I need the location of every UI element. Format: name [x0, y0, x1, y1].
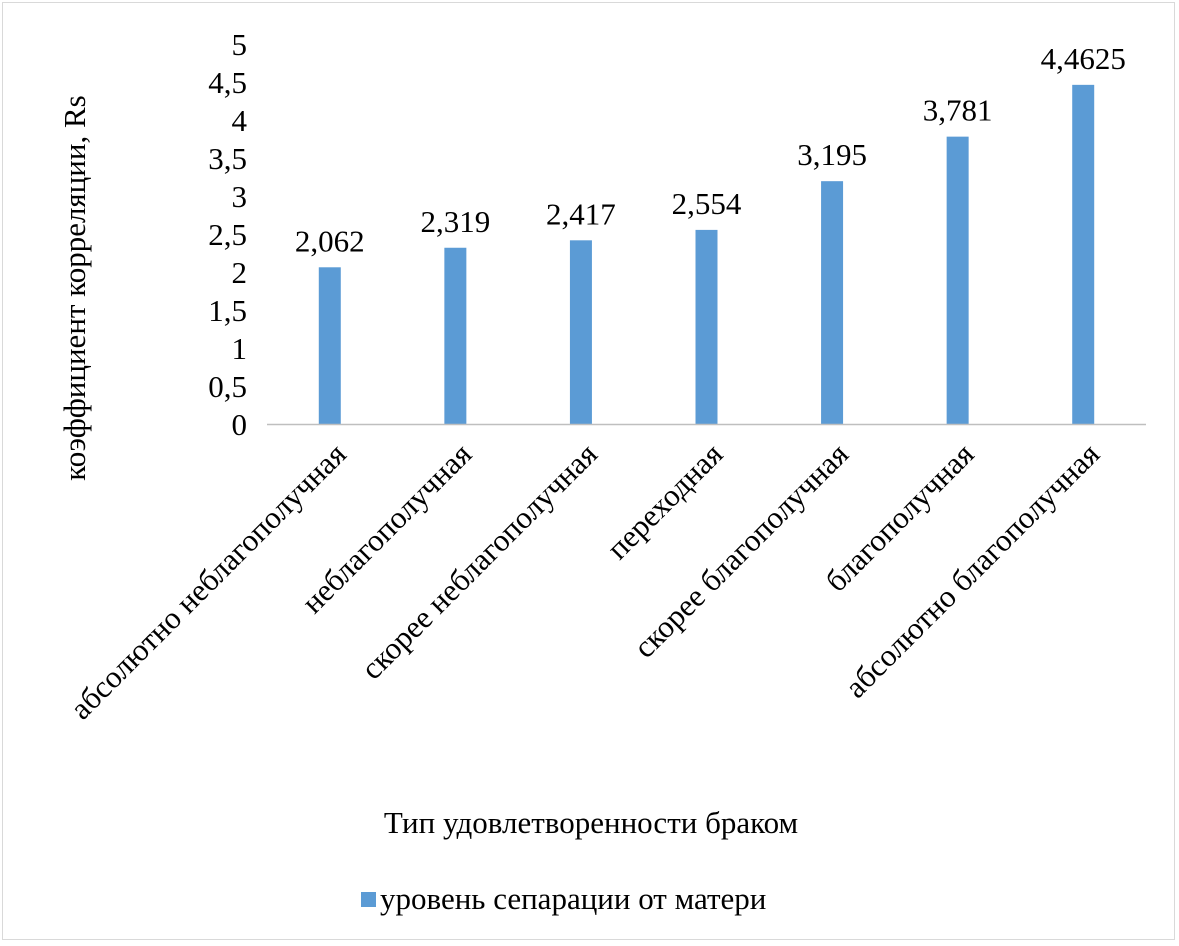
- x-category-label: скорее благополучная: [627, 436, 855, 664]
- x-category-label: переходная: [600, 436, 730, 566]
- y-tick-label: 1,5: [208, 293, 247, 328]
- y-tick-label: 3,5: [208, 141, 247, 176]
- data-labels: 2,062 2,319 2,417 2,554 3,195 3,781 4,4625: [295, 41, 1126, 258]
- y-axis-title: коэффициент корреляции, Rs: [57, 95, 92, 480]
- y-tick-label: 2,5: [208, 217, 247, 252]
- y-tick-label: 2: [232, 255, 248, 290]
- y-tick-label: 0: [232, 407, 248, 442]
- data-label: 2,062: [295, 223, 365, 258]
- legend-swatch: [361, 892, 376, 907]
- data-label: 2,554: [672, 186, 742, 221]
- y-tick-label: 1: [232, 331, 248, 366]
- y-tick-label: 4: [232, 103, 248, 138]
- x-category-label: абсолютно благополучная: [838, 436, 1106, 704]
- bar: [569, 240, 592, 424]
- data-label: 2,319: [420, 204, 490, 239]
- x-axis-title: Тип удовлетворенности браком: [384, 805, 798, 840]
- legend-label: уровень сепарации от матери: [380, 881, 766, 916]
- bar: [946, 136, 969, 425]
- bar: [821, 181, 844, 424]
- bar: [695, 229, 718, 424]
- data-label: 3,195: [797, 137, 867, 172]
- y-tick-label: 4,5: [208, 65, 247, 100]
- x-category-label: скорее неблагополучная: [354, 436, 604, 686]
- bar: [444, 247, 467, 424]
- data-label: 3,781: [923, 93, 993, 128]
- data-label: 4,4625: [1041, 41, 1126, 76]
- data-label: 2,417: [546, 196, 616, 231]
- bar-chart: 00,511,522,533,544,55 2,062 2,319 2,417 2,5…: [57, 27, 1146, 916]
- bars: [318, 84, 1095, 425]
- y-axis-ticks: 00,511,522,533,544,55: [208, 27, 247, 442]
- bar: [1072, 84, 1095, 424]
- y-tick-label: 3: [232, 179, 248, 214]
- legend: уровень сепарации от матери: [361, 881, 766, 916]
- y-tick-label: 0,5: [208, 369, 247, 404]
- bar: [318, 267, 341, 424]
- x-axis-category-labels: абсолютно неблагополучнаянеблагополучная…: [63, 436, 1106, 726]
- y-tick-label: 5: [232, 27, 248, 62]
